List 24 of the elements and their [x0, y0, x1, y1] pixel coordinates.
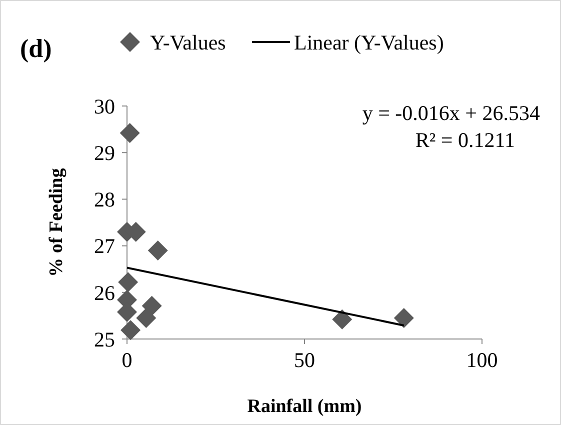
y-tick-label: 27 — [94, 234, 115, 258]
point — [394, 308, 414, 328]
y-tick-label: 26 — [94, 280, 115, 305]
point — [142, 296, 162, 316]
point — [118, 272, 138, 292]
annotation: R² = 0.1211 — [415, 128, 515, 152]
x-tick-label: 100 — [466, 348, 498, 372]
y-tick-label: 29 — [94, 140, 115, 165]
x-axis-title: Rainfall (mm) — [247, 396, 362, 417]
point — [120, 123, 140, 144]
y-tick-label: 28 — [94, 188, 115, 212]
point — [148, 240, 168, 260]
x-tick-label: 50 — [294, 348, 315, 372]
y-axis-title: % of Feeding — [46, 168, 67, 277]
chart-title: (d) — [20, 34, 52, 63]
point — [120, 320, 141, 340]
x-tick-label: 0 — [122, 348, 132, 372]
legend-label: Y-Values — [150, 30, 226, 54]
y-tick-label: 25 — [94, 327, 115, 352]
point — [332, 309, 352, 330]
legend-label: Linear (Y-Values) — [294, 30, 444, 54]
y-tick-label: 30 — [94, 94, 115, 118]
point — [136, 308, 156, 328]
annotation: y = -0.016x + 26.534 — [362, 101, 540, 125]
